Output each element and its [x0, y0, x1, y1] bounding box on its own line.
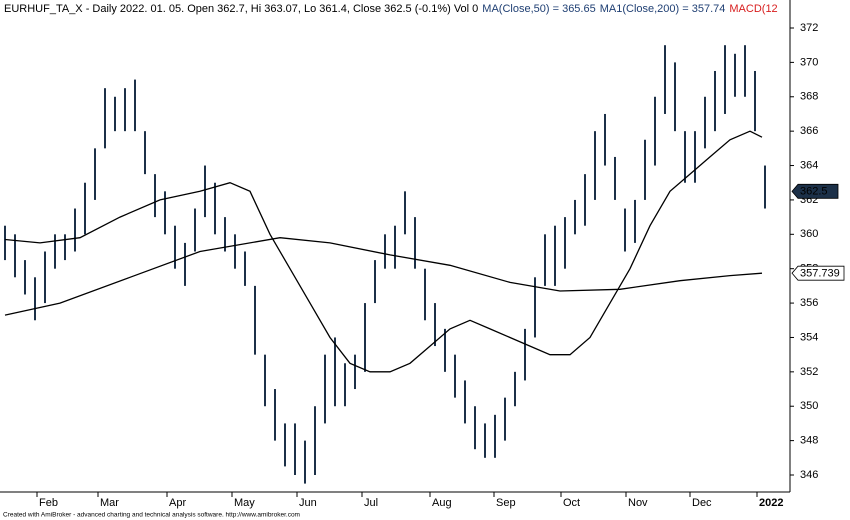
price-label-box	[791, 265, 845, 281]
indicator-text: MACD(12	[729, 3, 777, 15]
y-tick-label: 370	[800, 56, 818, 68]
y-tick-label: 354	[800, 331, 818, 343]
x-tick-label: 2022	[759, 497, 783, 509]
price-label: 362.5	[800, 186, 828, 198]
y-tick-label: 360	[800, 228, 818, 240]
x-tick-label: Mar	[100, 497, 119, 509]
x-tick-label: Jul	[364, 497, 378, 509]
price-label-box	[791, 183, 839, 199]
x-tick-label: Apr	[169, 497, 186, 509]
y-tick-label: 352	[800, 366, 818, 378]
y-tick-label: 368	[800, 91, 818, 103]
x-tick-label: Feb	[39, 497, 58, 509]
y-tick-label: 372	[800, 22, 818, 34]
title-text: EURHUF_TA_X - Daily 2022. 01. 05. Open 3…	[4, 3, 478, 15]
x-tick-label: Oct	[563, 497, 580, 509]
x-tick-label: Aug	[432, 497, 452, 509]
x-tick-label: May	[234, 497, 255, 509]
ma-line	[4, 130, 763, 373]
y-tick-label: 350	[800, 400, 818, 412]
y-tick-label: 348	[800, 435, 818, 447]
y-tick-label: 364	[800, 159, 818, 171]
y-tick-label: 366	[800, 125, 818, 137]
ma-line	[4, 237, 763, 316]
x-tick-label: Dec	[692, 497, 712, 509]
x-tick-label: Sep	[496, 497, 516, 509]
indicator-text: MA(Close,50) = 365.65	[482, 3, 595, 15]
footer: Created with AmiBroker - advanced charti…	[3, 512, 300, 519]
chart-title: EURHUF_TA_X - Daily 2022. 01. 05. Open 3…	[4, 3, 778, 15]
y-tick-label: 346	[800, 469, 818, 481]
x-tick-label: Nov	[628, 497, 648, 509]
price-label: 357.739	[800, 268, 840, 280]
indicator-text: MA1(Close,200) = 357.74	[600, 3, 726, 15]
y-tick-label: 356	[800, 297, 818, 309]
x-tick-label: Jun	[299, 497, 317, 509]
